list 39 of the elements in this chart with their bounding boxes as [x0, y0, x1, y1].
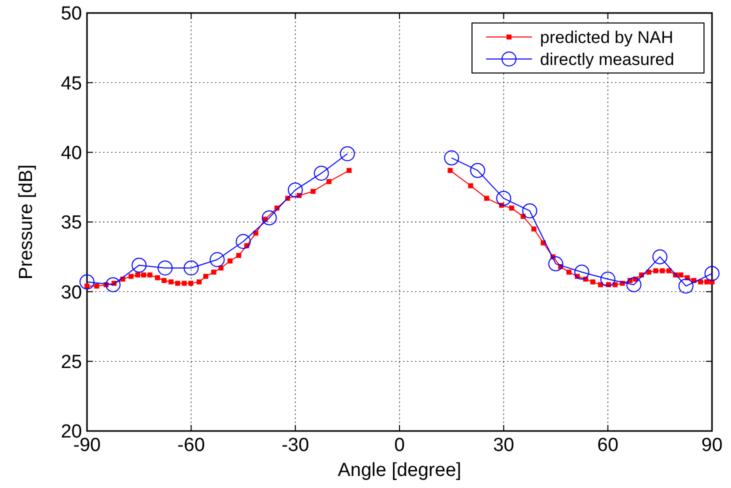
x-tick-label: -60 — [177, 435, 205, 456]
x-tick-label: 30 — [493, 435, 514, 456]
x-axis-title: Angle [degree] — [338, 460, 462, 481]
point — [652, 249, 668, 264]
point — [704, 266, 720, 282]
x-tick-label: 60 — [597, 435, 618, 456]
x-tick-label: -30 — [282, 435, 310, 456]
y-tick-label: 25 — [60, 352, 82, 373]
point — [340, 146, 355, 162]
y-tick-label: 35 — [60, 212, 82, 234]
point — [132, 258, 147, 273]
point — [262, 210, 277, 226]
x-tick-label: 90 — [701, 435, 723, 456]
point — [626, 277, 642, 292]
y-tick-label: 40 — [60, 142, 82, 164]
point — [80, 274, 94, 290]
point — [106, 277, 121, 292]
y-tick-label: 50 — [60, 4, 82, 25]
legend-label: predicted by NAH — [540, 28, 674, 47]
point — [158, 260, 173, 276]
point — [678, 278, 694, 294]
point — [600, 272, 616, 287]
point — [288, 182, 303, 198]
y-tick-label: 45 — [60, 73, 82, 94]
point — [496, 190, 512, 206]
y-tick-label: 20 — [60, 422, 82, 443]
point — [210, 252, 225, 268]
point — [522, 203, 538, 218]
point — [574, 264, 590, 280]
point — [184, 260, 199, 276]
y-tick-label: 30 — [60, 282, 82, 304]
x-tick-label: 0 — [394, 435, 405, 456]
legend-label: directly measured — [540, 50, 674, 69]
point — [444, 150, 460, 166]
y-axis-title: Pressure [dB] — [16, 164, 37, 280]
point — [548, 256, 564, 272]
point — [314, 166, 329, 181]
point — [470, 162, 486, 178]
point — [236, 234, 251, 250]
